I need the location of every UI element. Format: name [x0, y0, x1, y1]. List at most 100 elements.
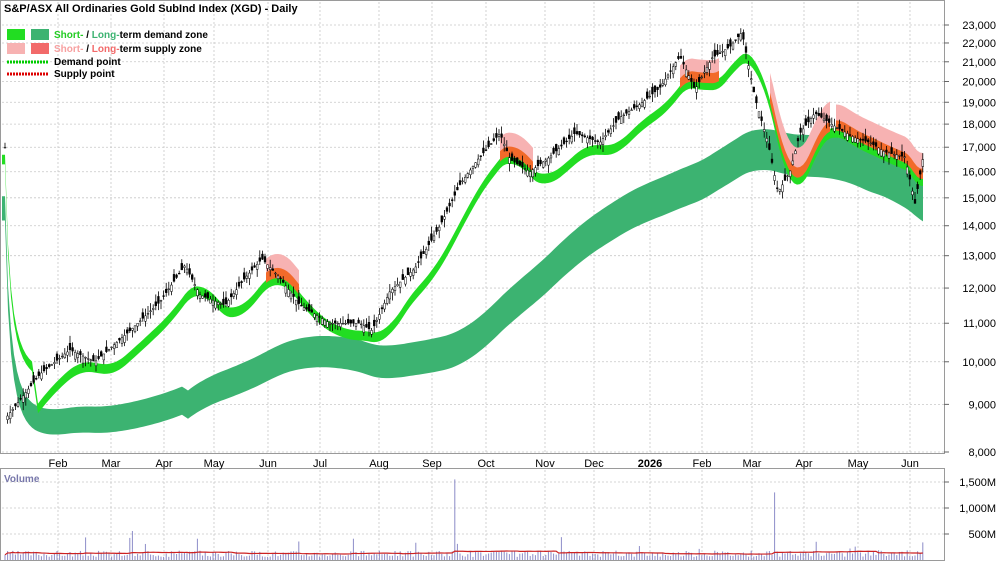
month-label: Sep [422, 458, 442, 470]
candle-body [477, 158, 480, 166]
candle-body [487, 140, 490, 147]
candle-body [817, 113, 820, 116]
candle-body [908, 174, 911, 180]
candle-body [362, 325, 365, 333]
candle-body [131, 328, 134, 331]
candle-body [739, 33, 742, 41]
candle-body [120, 337, 124, 344]
candle-body [274, 272, 277, 275]
candle-body [370, 330, 373, 335]
month-label: Jul [313, 458, 327, 470]
legend-demand-zone: Short- / Long-term demand zone [54, 30, 208, 41]
candle-body [256, 264, 259, 270]
short-term-supply-zone [770, 72, 830, 172]
candle-body [921, 159, 924, 167]
candle-body [620, 116, 623, 124]
price-tick-label: 10,000 [962, 357, 996, 369]
candle-body [149, 310, 152, 312]
candle-body [409, 272, 412, 277]
price-tick-label: 14,000 [962, 221, 996, 233]
candle-body [50, 364, 53, 366]
candle-body [321, 318, 324, 325]
candle-body [180, 263, 183, 271]
candle-body [206, 292, 209, 299]
short-term-supply-zone [836, 104, 923, 173]
candle-body [300, 304, 303, 307]
candle-body [354, 322, 358, 327]
candle-body [224, 297, 228, 305]
candle-body [152, 308, 155, 310]
candle-body [885, 149, 888, 153]
candle-body [591, 136, 594, 140]
volume-tick-label: 1,500M [959, 477, 996, 489]
candle-body [656, 86, 659, 90]
candle-body [456, 187, 459, 191]
candle-body [659, 84, 662, 88]
price-tick-label: 12,000 [962, 283, 996, 295]
candle-body [583, 135, 586, 138]
candle-body [146, 313, 150, 315]
candle-body [266, 264, 269, 269]
candle-body [755, 96, 758, 104]
candle-body [365, 324, 368, 328]
candle-body [820, 113, 823, 118]
candle-body [539, 159, 542, 165]
candle-body [882, 150, 885, 158]
candle-body [193, 284, 196, 286]
candle-body [235, 289, 238, 295]
candle-body [627, 111, 631, 115]
month-label: Feb [49, 458, 68, 470]
candle-body [669, 70, 672, 72]
candle-body [66, 351, 69, 356]
candle-body [339, 322, 342, 327]
price-tick-label: 23,000 [962, 20, 996, 32]
candle-body [573, 127, 576, 135]
candle-body [635, 105, 638, 107]
candle-body [16, 402, 20, 407]
candle-body [809, 118, 813, 124]
candle-body [588, 135, 592, 140]
candle-body [513, 157, 516, 163]
candle-body [76, 353, 79, 358]
candle-body [326, 321, 329, 328]
volume-layer [4, 479, 924, 560]
candle-body [672, 66, 675, 75]
candle-body [141, 312, 144, 319]
price-tick-label: 9,000 [968, 399, 996, 411]
candle-body [895, 154, 898, 160]
candle-body [799, 127, 802, 133]
long-term-demand-zone [2, 129, 923, 435]
candle-body [318, 316, 321, 318]
candle-body [752, 86, 755, 93]
candle-body [562, 137, 566, 144]
price-tick-label: 15,000 [962, 193, 996, 205]
legend-swatch-long-demand [31, 29, 49, 40]
candle-body [136, 323, 139, 327]
candle-body [815, 111, 818, 115]
candle-body [367, 322, 371, 330]
candle-body [250, 266, 254, 271]
candle-body [404, 276, 407, 285]
candle-body [547, 157, 550, 166]
candle-body [731, 42, 735, 50]
candle-body [344, 322, 347, 325]
candle-body [768, 143, 771, 150]
long-term-supply-zone [266, 267, 299, 295]
candle-body [198, 294, 202, 299]
candle-body [240, 281, 243, 283]
candle-body [461, 180, 464, 182]
candle-body [763, 129, 766, 132]
price-tick-label: 16,000 [962, 167, 996, 179]
candle-body [833, 125, 836, 132]
candle-body [412, 269, 415, 276]
candle-body [630, 109, 633, 111]
candle-body [276, 275, 280, 279]
candle-body [867, 139, 870, 143]
candle-body [536, 159, 540, 167]
candle-body [869, 142, 872, 145]
candle-body [705, 67, 709, 73]
candle-body [518, 160, 521, 166]
price-tick-label: 8,000 [968, 447, 996, 459]
chart-title: S&P/ASX All Ordinaries Gold SubInd Index… [4, 3, 298, 15]
candle-body [159, 300, 163, 302]
